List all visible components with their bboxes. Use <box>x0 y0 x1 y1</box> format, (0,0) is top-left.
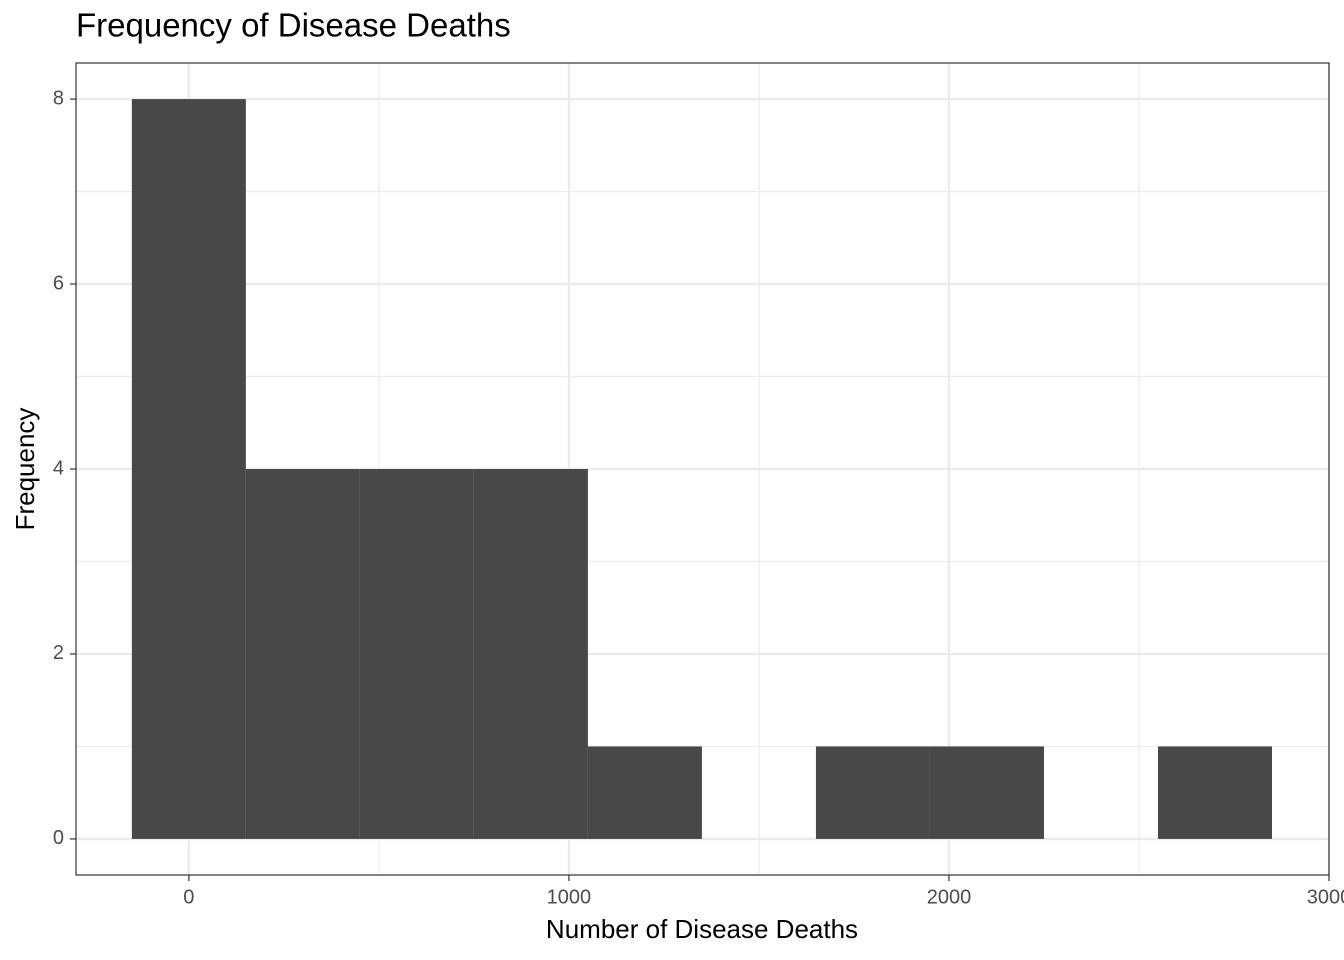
bar <box>1157 746 1272 839</box>
bar <box>359 469 474 839</box>
y-tick-label: 6 <box>53 272 64 294</box>
y-tick-label: 4 <box>53 457 64 479</box>
x-tick-label: 0 <box>183 886 194 908</box>
y-tick-label: 0 <box>53 827 64 849</box>
bar <box>815 746 930 839</box>
bar <box>245 469 360 839</box>
y-tick-label: 2 <box>53 642 64 664</box>
x-axis-title: Number of Disease Deaths <box>546 914 858 944</box>
y-tick-label: 8 <box>53 87 64 109</box>
x-tick-label: 1000 <box>547 886 592 908</box>
bar <box>929 746 1044 839</box>
chart-title: Frequency of Disease Deaths <box>76 7 511 44</box>
y-axis-title: Frequency <box>10 408 40 531</box>
bar <box>587 746 702 839</box>
bar <box>473 469 588 839</box>
x-tick-label: 2000 <box>927 886 972 908</box>
panel-border <box>75 62 1330 876</box>
bar <box>131 99 246 839</box>
